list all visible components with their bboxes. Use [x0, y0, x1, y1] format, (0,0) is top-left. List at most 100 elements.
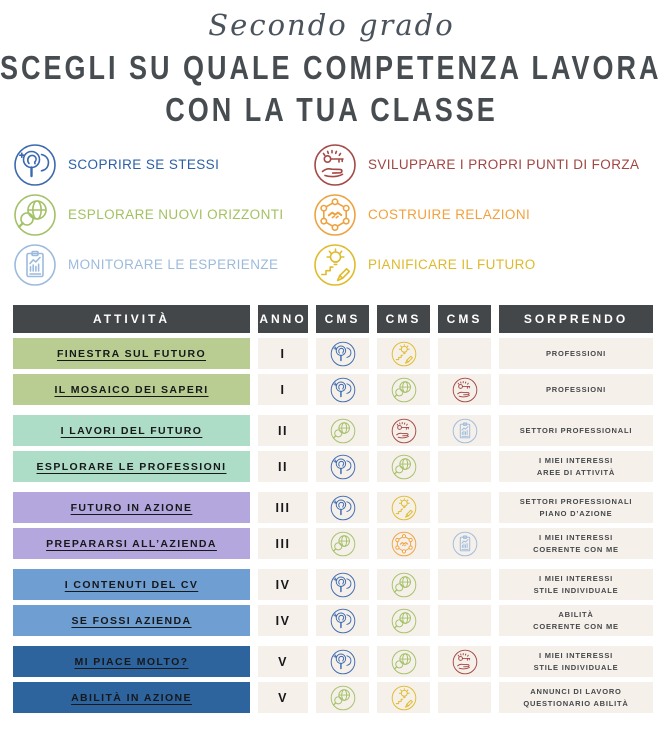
- cms-cell: [316, 569, 369, 600]
- cms-cell: [377, 646, 430, 677]
- cms-cell-empty: [438, 569, 491, 600]
- cms-cell: [316, 338, 369, 369]
- sorprendo-cell: I MIEI INTERESSI AREE DI ATTIVITÀ: [499, 451, 653, 482]
- legend-label-monitorare: MONITORARE LE ESPERIENZE: [68, 257, 279, 272]
- sorprendo-cell: SETTORI PROFESSIONALI: [499, 415, 653, 446]
- monitorare-le-esperienze-icon: [452, 531, 478, 557]
- activity-link[interactable]: I LAVORI DEL FUTURO: [60, 424, 203, 437]
- scoprire-se-stessi-icon: [330, 341, 356, 367]
- anno-cell: II: [258, 415, 308, 446]
- column-header-cms-2: CMS: [377, 305, 430, 333]
- column-header-cms-3: CMS: [438, 305, 491, 333]
- pianificare-il-futuro-icon: [391, 685, 417, 711]
- title-block: Secondo grado SCEGLI SU QUALE COMPETENZA…: [0, 0, 663, 130]
- sorprendo-cell: SETTORI PROFESSIONALI PIANO D’AZIONE: [499, 492, 653, 523]
- activity-cell[interactable]: FINESTRA SUL FUTURO: [13, 338, 250, 369]
- activity-cell[interactable]: ABILITÀ IN AZIONE: [13, 682, 250, 713]
- cms-cell-empty: [438, 451, 491, 482]
- anno-cell: III: [258, 492, 308, 523]
- activity-cell[interactable]: ESPLORARE LE PROFESSIONI: [13, 451, 250, 482]
- cms-cell: [316, 646, 369, 677]
- costruire-relazioni-icon: [312, 192, 357, 237]
- scoprire-se-stessi-icon: [12, 142, 57, 187]
- table-row: ABILITÀ IN AZIONE V ANNUNCI DI LAVORO QUES…: [13, 682, 653, 713]
- legend-item-scoprire: SCOPRIRE SE STESSI: [12, 142, 312, 187]
- activity-link[interactable]: ESPLORARE LE PROFESSIONI: [36, 460, 227, 473]
- sviluppare-punti-di-forza-icon: [391, 418, 417, 444]
- anno-cell: III: [258, 528, 308, 559]
- anno-cell: V: [258, 646, 308, 677]
- cms-cell: [316, 492, 369, 523]
- cms-cell: [377, 338, 430, 369]
- table-row: IL MOSAICO DEI SAPERI I PROFESSIONI: [13, 374, 653, 405]
- cms-cell: [377, 605, 430, 636]
- cms-cell: [316, 415, 369, 446]
- anno-cell: IV: [258, 605, 308, 636]
- legend-item-monitorare: MONITORARE LE ESPERIENZE: [12, 242, 312, 287]
- legend-item-esplorare: ESPLORARE NUOVI ORIZZONTI: [12, 192, 312, 237]
- activity-cell[interactable]: SE FOSSI AZIENDA: [13, 605, 250, 636]
- legend-label-costruire: COSTRUIRE RELAZIONI: [368, 207, 531, 222]
- anno-cell: I: [258, 338, 308, 369]
- esplorare-nuovi-orizzonti-icon: [330, 418, 356, 444]
- activity-cell[interactable]: I CONTENUTI DEL CV: [13, 569, 250, 600]
- competency-legend: SCOPRIRE SE STESSI SVILUPPARE I PROPRI PU…: [12, 142, 663, 287]
- sorprendo-cell: I MIEI INTERESSI COERENTE CON ME: [499, 528, 653, 559]
- activity-cell[interactable]: PREPARARSI ALL’AZIENDA: [13, 528, 250, 559]
- legend-label-scoprire: SCOPRIRE SE STESSI: [68, 157, 220, 172]
- column-header-attivita: ATTIVITÀ: [13, 305, 250, 333]
- cms-cell: [377, 682, 430, 713]
- esplorare-nuovi-orizzonti-icon: [391, 649, 417, 675]
- table-row: PREPARARSI ALL’AZIENDA III I MIEI INTERESS…: [13, 528, 653, 559]
- sorprendo-cell: PROFESSIONI: [499, 338, 653, 369]
- anno-cell: IV: [258, 569, 308, 600]
- esplorare-nuovi-orizzonti-icon: [391, 572, 417, 598]
- cms-cell: [377, 415, 430, 446]
- monitorare-le-esperienze-icon: [12, 242, 57, 287]
- cms-cell: [316, 528, 369, 559]
- activity-link[interactable]: MI PIACE MOLTO?: [74, 655, 189, 668]
- legend-label-sviluppare: SVILUPPARE I PROPRI PUNTI DI FORZA: [368, 157, 640, 172]
- anno-cell: I: [258, 374, 308, 405]
- cms-cell: [377, 492, 430, 523]
- table-row: ESPLORARE LE PROFESSIONI II I MIEI INTERES…: [13, 451, 653, 482]
- sorprendo-cell: ABILITÀ COERENTE CON ME: [499, 605, 653, 636]
- esplorare-nuovi-orizzonti-icon: [12, 192, 57, 237]
- page-title-line-2: CON LA TUA CLASSE: [165, 91, 498, 129]
- cms-cell: [438, 415, 491, 446]
- esplorare-nuovi-orizzonti-icon: [391, 377, 417, 403]
- activity-link[interactable]: IL MOSAICO DEI SAPERI: [54, 383, 209, 396]
- cms-cell: [438, 374, 491, 405]
- activity-cell[interactable]: FUTURO IN AZIONE: [13, 492, 250, 523]
- legend-label-pianificare: PIANIFICARE IL FUTURO: [368, 257, 536, 272]
- cms-cell: [377, 528, 430, 559]
- scoprire-se-stessi-icon: [330, 608, 356, 634]
- cms-cell-empty: [438, 492, 491, 523]
- legend-label-esplorare: ESPLORARE NUOVI ORIZZONTI: [68, 207, 284, 222]
- sviluppare-punti-di-forza-icon: [452, 649, 478, 675]
- esplorare-nuovi-orizzonti-icon: [391, 454, 417, 480]
- anno-cell: V: [258, 682, 308, 713]
- activity-link[interactable]: PREPARARSI ALL’AZIENDA: [46, 537, 217, 550]
- activity-link[interactable]: ABILITÀ IN AZIONE: [71, 691, 192, 704]
- cms-cell: [377, 374, 430, 405]
- costruire-relazioni-icon: [391, 531, 417, 557]
- cms-cell: [316, 605, 369, 636]
- activity-link[interactable]: FUTURO IN AZIONE: [70, 501, 193, 514]
- legend-item-pianificare: PIANIFICARE IL FUTURO: [312, 242, 663, 287]
- pretitle: Secondo grado: [208, 8, 455, 42]
- activity-link[interactable]: SE FOSSI AZIENDA: [71, 614, 192, 627]
- activity-cell[interactable]: I LAVORI DEL FUTURO: [13, 415, 250, 446]
- activities-table: ATTIVITÀ ANNO CMS CMS CMS SORPRENDO FINESTRA S…: [13, 305, 653, 713]
- scoprire-se-stessi-icon: [330, 649, 356, 675]
- esplorare-nuovi-orizzonti-icon: [330, 685, 356, 711]
- activity-cell[interactable]: IL MOSAICO DEI SAPERI: [13, 374, 250, 405]
- activity-link[interactable]: FINESTRA SUL FUTURO: [56, 347, 207, 360]
- sorprendo-cell: ANNUNCI DI LAVORO QUESTIONARIO ABILITÀ: [499, 682, 653, 713]
- table-header-row: ATTIVITÀ ANNO CMS CMS CMS SORPRENDO: [13, 305, 653, 333]
- activity-link[interactable]: I CONTENUTI DEL CV: [64, 578, 199, 591]
- cms-cell: [316, 682, 369, 713]
- esplorare-nuovi-orizzonti-icon: [330, 531, 356, 557]
- activity-cell[interactable]: MI PIACE MOLTO?: [13, 646, 250, 677]
